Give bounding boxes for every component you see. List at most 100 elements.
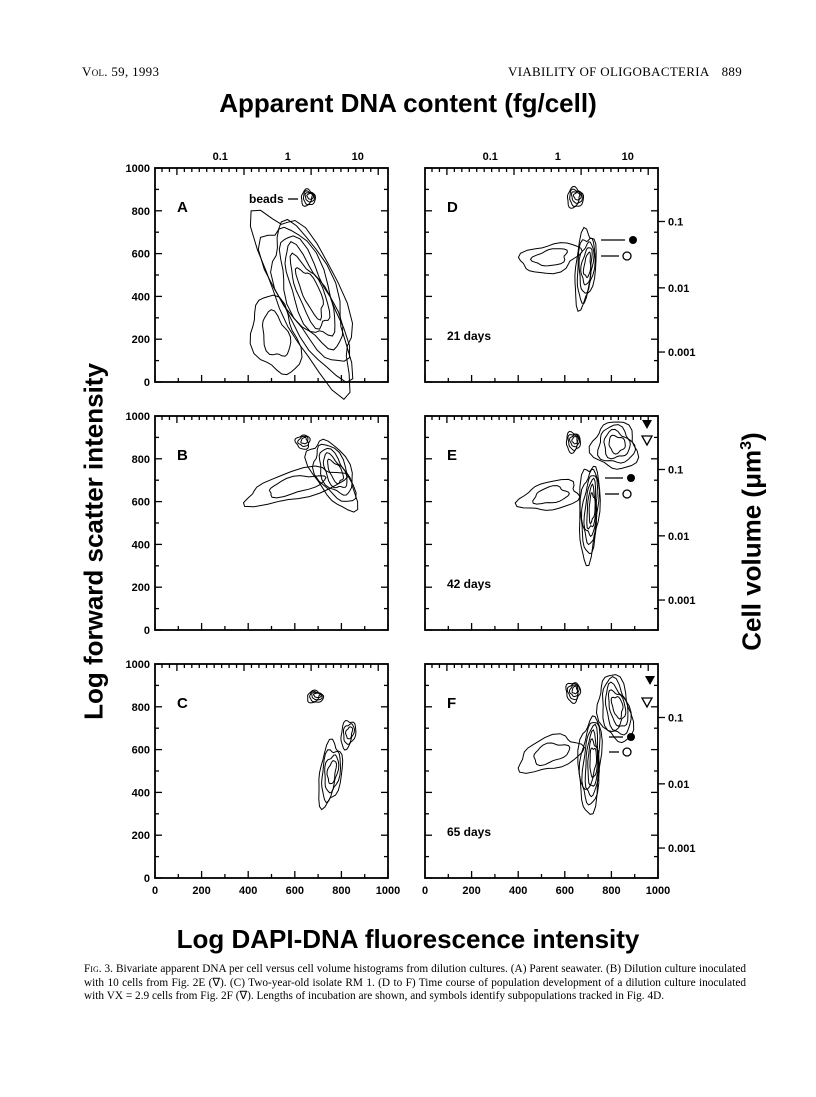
contour-line: [571, 436, 578, 445]
contour-line: [294, 266, 324, 321]
filled-circle-marker: [629, 236, 637, 244]
y-tick-label: 1000: [126, 163, 150, 175]
x-tick-label: 200: [192, 885, 210, 897]
top-tick-label: 1: [555, 151, 561, 163]
contour-line: [327, 458, 344, 485]
panel-letter-e: E: [447, 447, 457, 464]
y-tick-label: 400: [132, 539, 150, 551]
contour-line: [568, 684, 579, 698]
contour-line: [249, 209, 354, 400]
panel-frame: [424, 415, 659, 631]
contour-line: [584, 729, 600, 791]
contour-line: [581, 723, 600, 798]
y-tick-label: 1000: [126, 659, 150, 671]
contour-line: [270, 226, 351, 362]
x-tick-label: 600: [556, 885, 574, 897]
contour-line: [576, 237, 596, 304]
contour-line: [597, 424, 637, 464]
contour-line: [311, 692, 322, 701]
right-tick-label: 0.001: [668, 595, 696, 607]
y-tick-label: 0: [144, 377, 150, 389]
top-tick-label: 0.1: [213, 151, 228, 163]
panel-letter-c: C: [177, 695, 188, 712]
panel-c: 0 200 400 600 800 1000 0 200 400 600 800 1000 C: [126, 659, 401, 897]
contour-line: [608, 434, 626, 455]
x-tick-label: 400: [239, 885, 257, 897]
panel-b: 0 200 400 600 800 1000 B: [126, 411, 389, 637]
contour-line: [318, 447, 353, 496]
contour-line: [343, 723, 356, 745]
open-circle-marker: [622, 489, 632, 499]
panel-f: 0.1 0.01 0.001 0 200 400 600 800 1000 F 65 days: [422, 663, 696, 897]
contour-line: [322, 452, 348, 489]
contour-line: [311, 443, 357, 502]
contour-line: [532, 485, 571, 505]
panel-frame: [424, 167, 659, 383]
contour-line: [517, 242, 583, 275]
y-tick-label: 200: [132, 334, 150, 346]
contour-line: [577, 715, 603, 815]
top-tick-label: 10: [622, 151, 634, 163]
contour-line: [610, 695, 624, 720]
contour-line: [570, 190, 582, 204]
top-axis-title: Apparent DNA content (fg/cell): [219, 88, 597, 118]
incubation-days: 65 days: [447, 825, 491, 839]
contour-line: [268, 475, 327, 499]
contour-line: [340, 719, 357, 751]
right-tick-label: 0.1: [668, 713, 683, 725]
x-tick-label: 800: [332, 885, 350, 897]
contour-line: [572, 192, 581, 201]
contour-line: [306, 192, 313, 200]
y-tick-label: 400: [132, 291, 150, 303]
right-tick-label: 0.1: [668, 465, 683, 477]
y-tick-label: 200: [132, 582, 150, 594]
filled-circle-marker: [627, 733, 635, 741]
contour-line: [580, 247, 593, 286]
contour-line: [587, 738, 598, 787]
y-tick-label: 600: [132, 497, 150, 509]
contour-line: [318, 738, 344, 811]
contour-line: [588, 492, 596, 525]
contour-line: [345, 726, 354, 740]
contour-line: [312, 692, 321, 699]
right-tick-label: 0.01: [668, 779, 689, 791]
y-tick-label: 400: [132, 787, 150, 799]
figure-caption: Fig. 3. Bivariate apparent DNA per cell …: [84, 963, 746, 1004]
panel-letter-a: A: [177, 199, 188, 216]
panel-frame: [154, 415, 389, 631]
top-tick-label: 1: [285, 151, 291, 163]
contour-line: [588, 421, 640, 470]
right-tick-label: 0.1: [668, 217, 683, 229]
contour-line: [601, 676, 632, 736]
panel-frame: [154, 663, 389, 879]
bottom-axis-title: Log DAPI-DNA fluorescence intensity: [176, 924, 640, 954]
x-tick-label: 0: [422, 885, 428, 897]
right-tick-label: 0.01: [668, 283, 689, 295]
contour-line: [583, 477, 598, 538]
contour-line: [261, 309, 292, 357]
contour-line: [284, 241, 336, 337]
y-tick-label: 600: [132, 745, 150, 757]
right-tick-label: 0.01: [668, 531, 689, 543]
contour-line: [517, 733, 585, 774]
contour-line: [566, 682, 580, 701]
y-tick-label: 0: [144, 873, 150, 885]
panel-letter-d: D: [447, 199, 458, 216]
open-circle-marker: [622, 251, 632, 261]
x-tick-label: 800: [602, 885, 620, 897]
panel-a: 0 200 400 600 800 1000 0.1 1 10 A beads: [126, 151, 389, 400]
x-tick-label: 600: [286, 885, 304, 897]
contour-line: [589, 747, 597, 779]
filled-circle-marker: [627, 474, 635, 482]
page-number: 889: [721, 64, 742, 79]
x-tick-label: 1000: [376, 885, 400, 897]
x-tick-label: 400: [509, 885, 527, 897]
caption-text: Bivariate apparent DNA per cell versus c…: [84, 963, 746, 1003]
open-triangle-marker: [640, 435, 654, 447]
filled-triangle-marker: [642, 420, 652, 429]
running-header-volume: Vol. 59, 1993: [82, 64, 160, 79]
contour-line: [304, 192, 315, 203]
y-tick-label: 800: [132, 454, 150, 466]
incubation-days: 21 days: [447, 329, 491, 343]
